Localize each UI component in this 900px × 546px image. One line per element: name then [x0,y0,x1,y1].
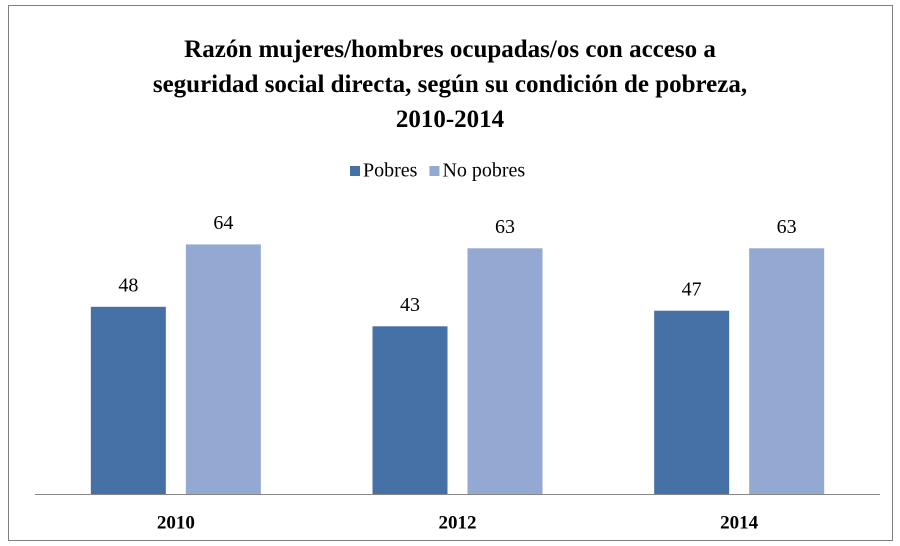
data-label: 48 [118,274,138,296]
x-tick-label: 2010 [157,512,195,533]
bar [185,244,261,494]
data-label: 63 [495,216,515,238]
chart-title: Razón mujeres/hombres ocupadas/os con ac… [152,36,748,133]
legend-swatch [429,166,440,176]
data-label: 43 [400,294,420,316]
bar [467,248,543,494]
x-tick-label: 2014 [720,512,759,533]
bar [90,306,166,494]
legend-label: No pobres [442,160,525,182]
bar [372,326,448,494]
bar [749,248,825,494]
data-label: 47 [682,278,702,300]
data-label: 63 [777,216,797,238]
bar [654,310,730,494]
data-label: 64 [213,212,233,234]
legend-swatch [350,166,360,176]
x-tick-label: 2012 [439,512,477,533]
legend-label: Pobres [363,160,418,182]
